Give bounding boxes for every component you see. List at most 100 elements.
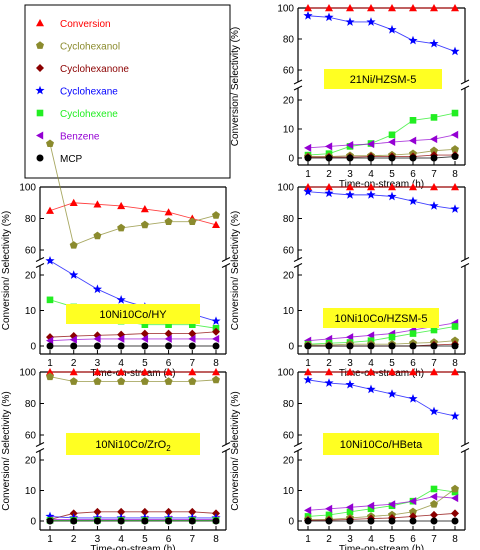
data-point-conversion [346,183,354,191]
data-point-cyclohexane [303,10,313,20]
legend-label-cyclohexanol: Cyclohexanol [60,42,120,53]
chart-panel-4: 60 80 100 0 10 20 1 2 3 4 5 6 7 8 Time-on-stream (h) Co… [1,368,231,550]
plot-frame [39,186,227,355]
data-point-benzene [117,334,125,343]
data-point-mcp [117,517,125,525]
data-point-benzene [346,503,354,512]
y-tick-label: 10 [25,486,37,497]
data-point-cyclohexene [388,131,396,139]
axis-break-mark [460,85,470,91]
series-line-cyclohexene [307,112,456,156]
data-point-conversion [367,4,375,12]
data-point-conversion [325,183,333,191]
y-tick-label: 0 [288,517,294,528]
axis-break-mark [460,257,470,262]
data-point-mcp [346,154,354,162]
x-tick-label: 1 [47,534,53,545]
series-mcp [46,342,220,350]
series-line-conversion [49,202,217,226]
x-tick-label: 4 [118,358,124,369]
y-axis-label: Conversion/ Selectivity (%) [230,27,241,146]
y-tick-label: 20 [25,456,37,467]
x-tick-label: 5 [142,358,148,369]
panel-label-box [323,308,439,328]
data-point-conversion [140,368,149,376]
chart-panel-3: 60 80 100 0 10 20 1 2 3 4 5 6 7 8 Time-on-stream (h) Co… [230,183,470,379]
legend-marker-benzene [36,131,44,140]
data-point-cyclohexane [408,35,418,45]
x-tick-label: 2 [71,358,77,369]
x-axis-label: Time-on-stream (h) [90,544,175,550]
data-point-cyclohexene [46,296,54,304]
data-point-benzene [451,130,459,139]
data-point-mcp [165,342,173,350]
data-point-cyclohexene [451,323,459,330]
y-tick-label: 10 [283,486,295,497]
x-tick-label: 3 [95,534,101,545]
data-point-cyclohexene [451,109,459,117]
data-point-cyclohexane [45,511,55,521]
legend-label-mcp: MCP [60,154,83,165]
axis-break-mark [35,263,45,268]
axis-break-mark [35,448,45,453]
x-tick-label: 5 [389,358,395,369]
panel-label: 10Ni10Co/HBeta [323,433,439,455]
data-point-cyclohexane [429,38,439,48]
legend-label-cyclohexane: Cyclohexane [60,87,118,98]
data-point-cyclohexene [367,505,375,513]
data-point-benzene [367,331,375,340]
x-tick-label: 2 [326,169,332,180]
panel-label: 10Ni10Co/HZSM-5 [323,308,439,328]
data-point-mcp [165,517,173,525]
x-tick-label: 4 [368,534,374,545]
y-tick-label: 20 [283,96,295,107]
y-axis-label: Conversion/ Selectivity (%) [230,391,241,510]
data-point-conversion [367,368,375,376]
x-tick-label: 6 [410,534,416,545]
axis-break-mark [293,263,303,268]
x-tick-label: 3 [347,534,353,545]
y-tick-label: 60 [25,246,37,257]
axis-break-mark [35,257,45,262]
data-point-benzene [140,334,149,343]
data-point-cyclohexane [450,204,460,213]
x-axis-label: Time-on-stream (h) [339,179,424,190]
y-tick-label: 10 [25,306,37,317]
series-cyclohexanol [46,372,220,385]
series-line-benzene [307,496,456,511]
x-tick-label: 6 [410,358,416,369]
panel-label-text: 10Ni10Co/HY [99,309,167,321]
data-point-cyclohexane [345,17,355,26]
x-tick-label: 5 [389,169,395,180]
axis-break-mark [293,79,303,85]
x-tick-label: 2 [71,534,77,545]
data-point-benzene [451,494,459,503]
data-point-cyclohexane [45,256,55,265]
data-point-cyclohexene [430,326,438,334]
series-conversion [304,183,459,191]
y-tick-label: 100 [277,4,294,15]
y-tick-label: 100 [277,183,294,194]
data-point-conversion [325,368,333,376]
data-point-conversion [304,368,312,376]
data-point-cyclohexanone [140,507,149,516]
data-point-cyclohexanone [117,507,126,516]
data-point-benzene [325,142,333,151]
y-axis-label: Conversion/ Selectivity (%) [230,211,241,330]
x-tick-label: 6 [166,358,172,369]
data-point-benzene [409,497,417,506]
legend: Conversion Cyclohexanol Cyclohexanone Cyclo… [24,4,231,179]
data-point-mcp [93,517,101,525]
data-point-conversion [451,183,459,191]
data-point-conversion [325,4,333,12]
data-point-mcp [451,342,459,350]
data-point-mcp [141,342,149,350]
panel-label-box [66,433,200,455]
data-point-cyclohexanol [430,146,438,155]
panel-label-box [66,304,200,324]
data-point-cyclohexanol [117,223,126,232]
x-tick-label: 2 [326,534,332,545]
data-point-mcp [117,342,125,350]
data-point-cyclohexane [69,270,79,279]
data-point-cyclohexanol [46,372,54,381]
